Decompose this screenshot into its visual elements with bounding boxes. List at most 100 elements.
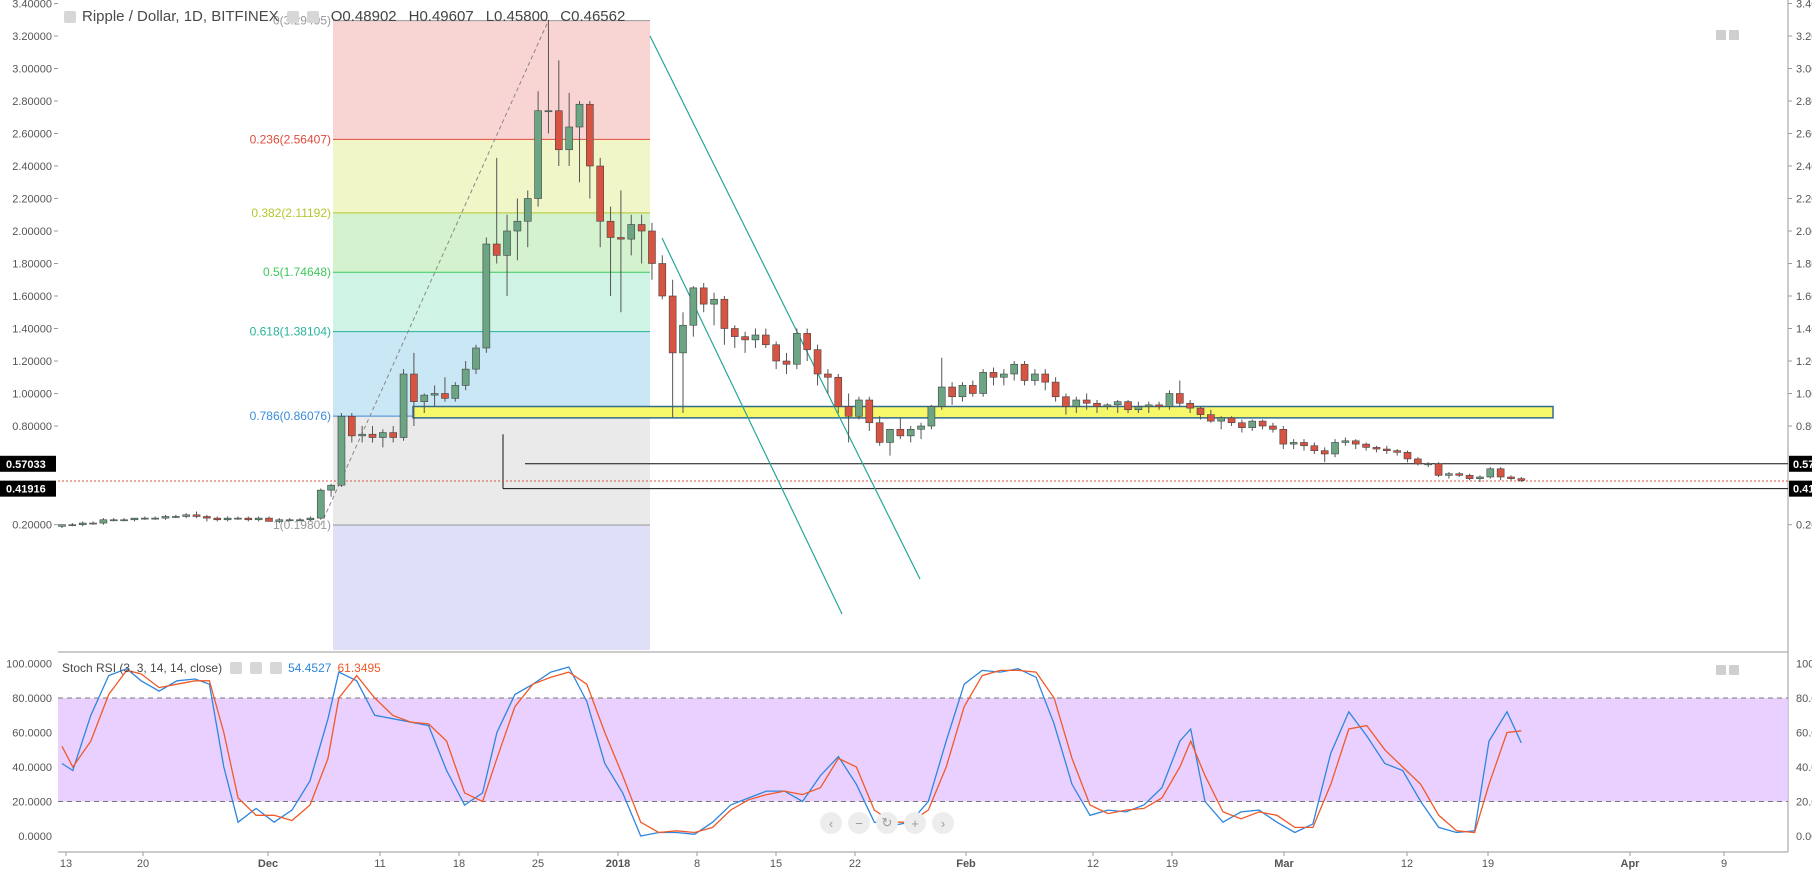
candle xyxy=(327,484,335,491)
candle xyxy=(244,517,253,521)
candle xyxy=(337,415,346,486)
candle xyxy=(782,360,791,365)
eye-icon[interactable] xyxy=(250,662,263,674)
candle xyxy=(513,220,522,232)
candle xyxy=(99,519,108,524)
fib-level-label: 1(0.19801) xyxy=(273,518,331,532)
price-tick-label: 2.00000 xyxy=(12,226,52,238)
candle xyxy=(1434,463,1443,476)
fib-level-label: 0.236(2.56407) xyxy=(250,132,331,146)
close-icon[interactable] xyxy=(270,662,283,674)
candle xyxy=(668,295,677,354)
fib-zone xyxy=(333,20,650,140)
settings-icon[interactable] xyxy=(286,10,299,23)
candle xyxy=(741,336,749,341)
price-tick-label: 3.00000 xyxy=(12,64,52,76)
time-tick-label: 12 xyxy=(1087,858,1099,870)
indicator-header: Stoch RSI (3, 3, 14, 14, close) 54.4527 … xyxy=(62,661,381,675)
open-value: O0.48902 xyxy=(330,8,397,25)
time-tick-label: 18 xyxy=(453,858,465,870)
high-value: H0.49607 xyxy=(408,8,474,25)
time-tick-label: 2018 xyxy=(606,858,630,870)
stoch-tick-label: 40.0000 xyxy=(1796,762,1812,774)
candle xyxy=(1383,448,1391,451)
candle xyxy=(855,399,863,417)
settings-icon[interactable] xyxy=(230,662,243,674)
price-tick-label: 2.60000 xyxy=(12,129,52,141)
stoch-tick-label: 0.0000 xyxy=(1796,831,1812,843)
fib-level-label: 0.786(0.86076) xyxy=(250,409,331,423)
fib-level-label: 0.382(2.11192) xyxy=(251,206,331,220)
candle xyxy=(1403,452,1412,460)
price-tick-label: 2.80000 xyxy=(12,96,52,108)
candle xyxy=(968,385,977,394)
collapse-icon[interactable] xyxy=(64,10,76,23)
stoch-k-value: 54.4527 xyxy=(288,661,332,675)
candle xyxy=(1300,442,1308,447)
candle xyxy=(1393,450,1401,453)
candle xyxy=(399,373,408,438)
time-tick-label: Dec xyxy=(258,858,278,870)
zoom-in-icon[interactable]: + xyxy=(904,812,926,834)
low-value: L0.45800 xyxy=(485,8,549,25)
support-zone xyxy=(412,405,1554,419)
candle xyxy=(192,514,201,517)
scroll-left-icon[interactable]: ‹ xyxy=(820,812,842,834)
candle xyxy=(461,368,470,386)
candle xyxy=(1010,363,1019,375)
scroll-right-icon[interactable]: › xyxy=(932,812,954,834)
candle xyxy=(482,243,491,349)
indicator-label[interactable]: Stoch RSI (3, 3, 14, 14, close) xyxy=(62,661,223,675)
candle xyxy=(172,516,180,518)
reset-icon[interactable]: ↻ xyxy=(876,812,898,834)
stoch-tick-label: 100.0000 xyxy=(1796,659,1812,671)
candle xyxy=(1072,399,1081,407)
candle xyxy=(347,415,356,437)
price-label: 0.41916 xyxy=(1793,484,1812,496)
candle xyxy=(648,230,656,264)
candle xyxy=(606,220,615,238)
candle xyxy=(316,489,325,519)
candle xyxy=(368,433,377,438)
candle xyxy=(1414,458,1422,465)
price-tick-label: 1.00000 xyxy=(12,389,52,401)
move-up-icon[interactable] xyxy=(1716,665,1726,675)
candle xyxy=(710,298,718,305)
stoch-tick-label: 60.0000 xyxy=(12,728,52,740)
candle xyxy=(1517,478,1526,481)
price-tick-label: 0.20000 xyxy=(12,520,52,532)
price-tick-label: 2.40000 xyxy=(1796,161,1812,173)
candle xyxy=(720,298,729,329)
price-label-box xyxy=(0,480,56,497)
time-tick-label: 25 xyxy=(532,858,544,870)
candle xyxy=(1176,393,1184,404)
time-tick-label: 19 xyxy=(1482,858,1494,870)
price-tick-label: 1.60000 xyxy=(12,291,52,303)
eye-icon[interactable] xyxy=(306,10,319,23)
candle xyxy=(472,347,480,370)
time-tick-label: Mar xyxy=(1274,858,1294,870)
candle xyxy=(285,519,294,522)
candle xyxy=(948,386,956,398)
candle xyxy=(1113,401,1122,406)
candle xyxy=(161,516,170,519)
stoch-tick-label: 20.0000 xyxy=(12,797,52,809)
symbol-title[interactable]: Ripple / Dollar, 1D, BITFINEX xyxy=(82,8,279,25)
candle xyxy=(824,373,832,378)
candle xyxy=(1062,396,1070,407)
candle xyxy=(575,103,584,128)
maximize-icon[interactable] xyxy=(1729,30,1739,40)
price-tick-label: 2.60000 xyxy=(1796,129,1812,141)
candle xyxy=(927,406,936,427)
candle xyxy=(410,373,418,402)
candle xyxy=(213,517,222,521)
candle xyxy=(203,516,211,519)
zoom-out-icon[interactable]: − xyxy=(848,812,870,834)
channel-line xyxy=(649,35,921,580)
move-up-icon[interactable] xyxy=(1716,30,1726,40)
candle xyxy=(1279,428,1288,445)
maximize-icon[interactable] xyxy=(1729,665,1739,675)
candle xyxy=(627,224,636,240)
fib-zone xyxy=(333,331,650,417)
